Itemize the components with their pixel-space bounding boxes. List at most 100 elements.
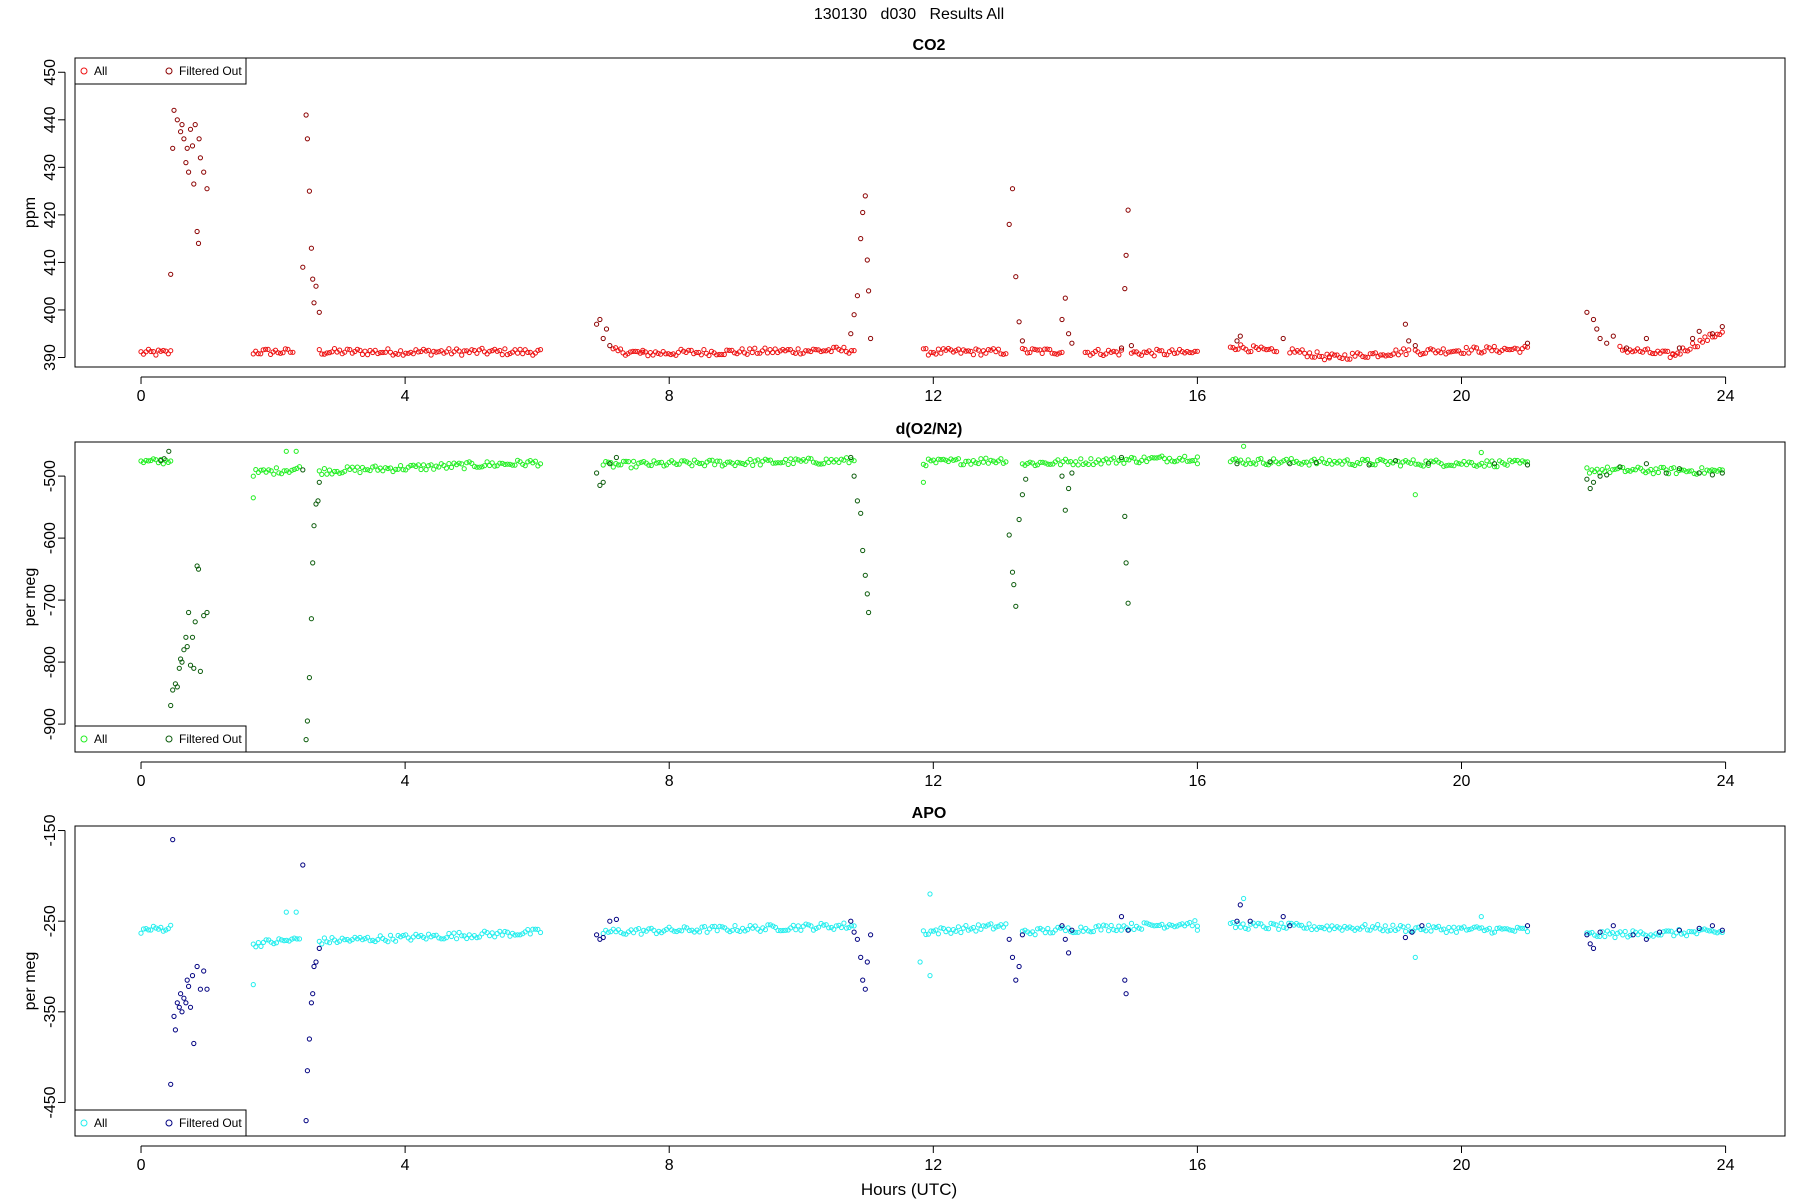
data-point xyxy=(851,473,857,479)
data-point xyxy=(1658,932,1664,938)
data-point xyxy=(1694,931,1700,937)
data-point xyxy=(1630,932,1636,938)
data-point xyxy=(656,460,662,466)
data-point xyxy=(456,460,462,466)
data-point xyxy=(1620,932,1626,938)
data-point xyxy=(278,937,285,943)
data-point xyxy=(650,352,656,358)
data-point xyxy=(640,349,646,355)
data-point xyxy=(1696,470,1702,476)
data-point xyxy=(1517,349,1523,355)
data-point xyxy=(739,346,745,352)
data-point xyxy=(933,460,939,466)
data-point xyxy=(181,136,187,142)
data-point xyxy=(456,348,462,354)
data-point xyxy=(1397,923,1404,929)
data-point xyxy=(1709,331,1716,337)
data-point xyxy=(933,927,939,933)
data-point xyxy=(1057,462,1064,468)
data-point xyxy=(1380,352,1386,358)
data-point xyxy=(727,459,733,465)
data-point xyxy=(1461,350,1467,356)
data-point xyxy=(1364,927,1371,933)
data-point xyxy=(487,348,493,354)
data-point xyxy=(1612,466,1618,472)
data-point xyxy=(1013,603,1019,609)
data-point xyxy=(266,467,272,473)
data-point xyxy=(1642,347,1648,353)
data-point xyxy=(342,349,348,355)
data-point xyxy=(1599,929,1605,935)
data-point xyxy=(1491,929,1498,935)
data-point xyxy=(1040,459,1046,465)
data-point xyxy=(1023,476,1029,482)
data-point xyxy=(821,461,827,467)
data-point xyxy=(497,928,503,934)
data-point xyxy=(268,468,274,474)
x-tick-label: 20 xyxy=(1453,773,1471,790)
data-point xyxy=(277,350,284,356)
data-point xyxy=(750,462,756,468)
data-point xyxy=(265,346,271,352)
data-point xyxy=(841,920,847,926)
data-point xyxy=(1250,460,1256,466)
data-point xyxy=(527,931,533,937)
data-point xyxy=(1304,354,1310,360)
data-point xyxy=(290,349,296,355)
data-point xyxy=(1095,346,1101,353)
data-point xyxy=(1032,346,1038,352)
data-point xyxy=(1509,459,1515,465)
data-point xyxy=(864,257,870,263)
data-point xyxy=(1362,457,1368,463)
data-point xyxy=(1478,449,1484,456)
data-point xyxy=(1309,354,1315,360)
data-point xyxy=(1471,924,1477,930)
data-point xyxy=(709,457,715,463)
data-point xyxy=(655,350,661,356)
data-point xyxy=(623,458,629,464)
data-point xyxy=(1118,457,1124,463)
data-point xyxy=(1062,936,1068,942)
data-point xyxy=(1059,473,1065,479)
data-point xyxy=(866,609,872,616)
data-point xyxy=(607,461,613,467)
data-point xyxy=(537,347,544,353)
data-point xyxy=(1066,331,1072,337)
data-point xyxy=(938,350,944,356)
series-filtered-out xyxy=(168,837,1725,1124)
data-point xyxy=(636,460,642,466)
data-point xyxy=(1296,922,1302,928)
data-point xyxy=(291,935,297,941)
data-point xyxy=(1154,346,1160,352)
data-point xyxy=(1635,932,1641,938)
data-point xyxy=(1164,352,1170,358)
y-tick-label: -500 xyxy=(42,460,59,492)
data-point xyxy=(757,928,763,934)
data-point xyxy=(1306,921,1312,927)
data-point xyxy=(920,479,927,485)
data-point xyxy=(1486,462,1493,468)
data-point xyxy=(795,346,801,352)
data-point xyxy=(438,936,444,942)
data-point xyxy=(512,462,518,468)
data-point xyxy=(858,954,864,961)
data-point xyxy=(1385,928,1391,934)
data-point xyxy=(953,928,959,934)
data-point xyxy=(337,347,343,353)
data-point xyxy=(258,943,264,950)
data-point xyxy=(927,891,933,897)
data-point xyxy=(1594,466,1600,472)
data-point xyxy=(1667,354,1673,360)
data-point xyxy=(481,928,488,934)
data-point xyxy=(276,936,282,942)
data-point xyxy=(1319,924,1325,931)
data-point xyxy=(686,347,692,353)
data-point xyxy=(250,495,256,501)
data-point xyxy=(925,931,932,937)
data-point xyxy=(1692,344,1698,350)
data-point xyxy=(395,466,401,472)
data-point xyxy=(189,634,196,640)
data-point xyxy=(1344,356,1350,362)
data-point xyxy=(816,924,822,930)
